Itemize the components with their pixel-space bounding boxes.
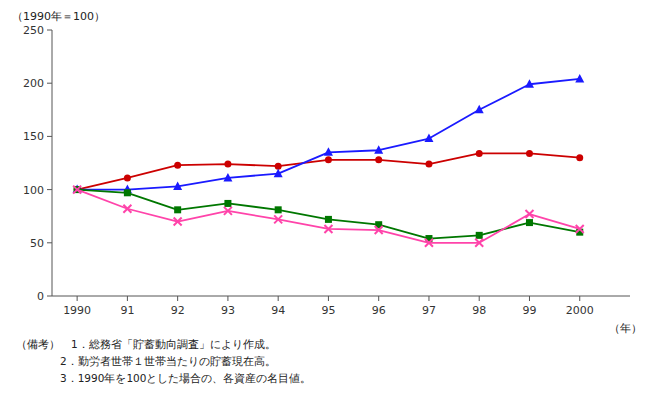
plot-area: [73, 74, 585, 247]
point: [425, 161, 432, 168]
point: [424, 134, 433, 143]
point: [73, 186, 81, 194]
x-tick: [278, 296, 279, 301]
y-tick-label: 250: [23, 24, 44, 37]
notes: （備考） 1．総務省「貯蓄動向調査」により作成。 2．勤労者世帯１世帯当たりの貯…: [16, 338, 311, 384]
note: 3．1990年を100とした場合の、各資産の名目値。: [16, 372, 311, 384]
x-tick-label: 92: [171, 304, 185, 317]
point: [325, 156, 332, 163]
point: [174, 206, 181, 213]
x-tick: [127, 296, 128, 301]
x-tick: [529, 296, 530, 301]
series: [73, 74, 585, 193]
point: [375, 156, 382, 163]
y-tick: [47, 242, 52, 243]
x-axis-label: （年）: [609, 322, 642, 335]
y-axis: 0 50 100 150 200 250: [23, 24, 52, 303]
note: （備考） 1．総務省「貯蓄動向調査」により作成。: [16, 338, 276, 350]
point: [526, 150, 533, 157]
x-axis-line: [52, 296, 630, 297]
point: [224, 200, 231, 207]
point: [274, 215, 282, 223]
x-tick-label: 2000: [566, 304, 594, 317]
x-tick-label: 98: [472, 304, 486, 317]
y-axis-label: （1990年＝100）: [12, 10, 105, 23]
chart: 0 50 100 150 200 250 1990 91 92 93 94 95 96 97 98 99 200…: [0, 0, 650, 395]
x-tick: [77, 296, 78, 301]
x-tick: [479, 296, 480, 301]
point: [275, 206, 282, 213]
point: [325, 216, 332, 223]
x-tick: [579, 296, 580, 301]
x-tick: [328, 296, 329, 301]
x-tick: [227, 296, 228, 301]
point: [525, 79, 534, 88]
point: [123, 205, 131, 213]
series-line: [77, 190, 580, 243]
point: [475, 105, 484, 114]
point: [124, 174, 131, 181]
y-tick-label: 0: [37, 290, 44, 303]
point: [375, 226, 383, 234]
point: [324, 225, 332, 233]
point: [223, 173, 232, 182]
point: [476, 232, 483, 239]
note: 2．勤労者世帯１世帯当たりの貯蓄現在高。: [16, 355, 276, 367]
point: [476, 150, 483, 157]
point: [374, 145, 383, 154]
point: [425, 239, 433, 247]
x-tick-label: 96: [372, 304, 386, 317]
point: [224, 161, 231, 168]
series: [73, 186, 584, 247]
y-tick-label: 50: [30, 237, 44, 250]
x-tick-label: 94: [271, 304, 285, 317]
x-tick: [378, 296, 379, 301]
point: [324, 147, 333, 156]
y-tick-label: 200: [23, 77, 44, 90]
y-tick-label: 150: [23, 130, 44, 143]
point: [173, 181, 182, 190]
point: [124, 189, 131, 196]
point: [575, 74, 584, 83]
x-axis: 1990 91 92 93 94 95 96 97 98 99 2000: [52, 296, 630, 317]
point: [224, 207, 232, 215]
x-tick-label: 97: [422, 304, 436, 317]
y-tick: [47, 296, 52, 297]
series: [74, 150, 584, 193]
series-line: [77, 153, 580, 189]
x-tick: [428, 296, 429, 301]
x-tick-label: 91: [120, 304, 134, 317]
y-tick: [47, 30, 52, 31]
point: [73, 185, 82, 194]
y-tick: [47, 136, 52, 137]
point: [174, 218, 182, 226]
point: [274, 169, 283, 178]
point: [525, 210, 533, 218]
y-axis-line: [52, 30, 53, 296]
point: [576, 154, 583, 161]
x-tick: [177, 296, 178, 301]
y-tick-label: 100: [23, 184, 44, 197]
y-tick: [47, 189, 52, 190]
x-tick-label: 93: [221, 304, 235, 317]
series: [74, 186, 584, 242]
series-line: [77, 79, 580, 190]
series-line: [77, 190, 580, 239]
x-tick-label: 99: [522, 304, 536, 317]
point: [174, 162, 181, 169]
point: [526, 219, 533, 226]
point: [576, 225, 584, 233]
x-tick-label: 95: [321, 304, 335, 317]
point: [475, 239, 483, 247]
x-tick-label: 1990: [63, 304, 91, 317]
y-tick: [47, 83, 52, 84]
